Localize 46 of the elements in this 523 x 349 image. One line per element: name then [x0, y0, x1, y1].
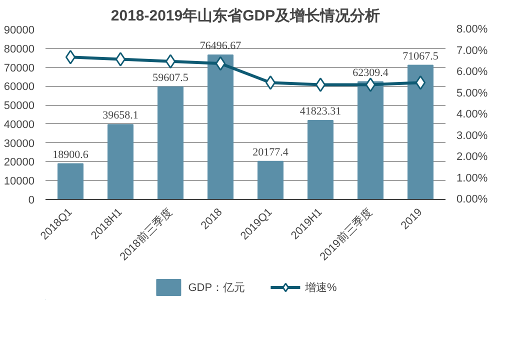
data-label: 71067.5 — [402, 50, 439, 62]
y-tick-label: 50000 — [4, 100, 35, 112]
y-tick-label: 80000 — [4, 43, 35, 56]
bar — [358, 81, 384, 200]
y-tick-label: 30000 — [4, 138, 35, 150]
point — [365, 78, 376, 92]
y-tick-label: 70000 — [4, 62, 35, 74]
y2-tick-label: 6.00% — [456, 66, 488, 78]
point — [265, 75, 276, 90]
y-tick-label: 10000 — [4, 176, 35, 188]
data-label: 62309.4 — [352, 66, 389, 79]
bar — [108, 124, 134, 200]
bar — [158, 86, 184, 200]
y2-tick-label: 0.00% — [456, 194, 488, 206]
point — [65, 50, 76, 64]
y-tick-label: 90000 — [4, 24, 35, 36]
point — [315, 78, 326, 92]
y2-tick-label: 7.00% — [456, 44, 488, 57]
data-label: 76496.67 — [200, 40, 242, 52]
y2-tick-label: 8.00% — [456, 24, 488, 36]
y-tick-label: 40000 — [4, 118, 35, 131]
y2-tick-label: 5.00% — [456, 87, 488, 100]
y2-tick-label: 1.00% — [456, 172, 488, 184]
bar — [308, 120, 334, 200]
bar — [258, 160, 284, 200]
bar — [408, 64, 434, 200]
y-tick-label: 60000 — [4, 81, 35, 94]
data-label: 39658.1 — [102, 110, 138, 122]
point — [415, 75, 426, 90]
bar — [208, 54, 234, 200]
data-label: 59607.5 — [152, 72, 189, 84]
chart-title: 2018-2019年山东省GDP及增长情况分析 — [110, 6, 380, 24]
legend-label: GDP：亿元 — [188, 280, 246, 294]
y2-tick-label: 4.00% — [456, 108, 488, 120]
y-tick-label: 20000 — [4, 156, 35, 169]
y2-tick-label: 3.00% — [456, 130, 488, 142]
data-label: 41823.31 — [300, 106, 342, 118]
y2-tick-label: 2.00% — [456, 151, 488, 163]
point — [165, 54, 176, 69]
data-label: 18900.6 — [52, 148, 89, 161]
y-tick-label: 0 — [28, 194, 35, 206]
legend-label: 增速% — [305, 280, 337, 294]
point — [215, 56, 226, 71]
data-label: 20177.4 — [252, 146, 289, 158]
bar — [58, 163, 84, 200]
point — [115, 52, 126, 66]
